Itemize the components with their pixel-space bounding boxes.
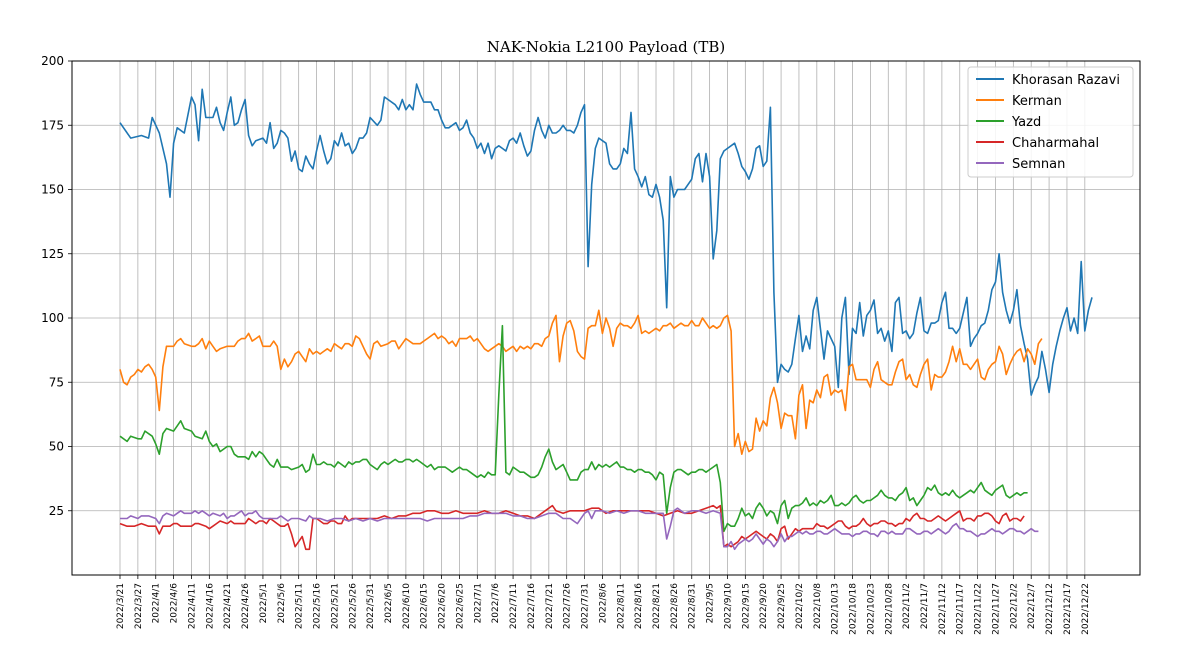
x-tick-label: 2022/4/11 [187, 583, 197, 629]
x-tick-label: 2022/8/21 [652, 583, 662, 629]
x-tick-label: 2022/12/17 [1063, 583, 1073, 635]
x-tick-label: 2022/7/21 [545, 583, 555, 629]
y-tick-label: 150 [41, 183, 64, 197]
x-tick-label: 2022/5/1 [259, 583, 269, 623]
x-tick-label: 2022/12/2 [1009, 583, 1019, 629]
x-tick-label: 2022/4/6 [170, 583, 180, 624]
y-tick-label: 175 [41, 118, 64, 132]
x-tick-label: 2022/4/21 [223, 583, 233, 629]
x-tick-label: 2022/5/26 [348, 583, 358, 629]
x-tick-label: 2022/9/5 [706, 583, 716, 623]
x-tick-label: 2022/11/17 [956, 583, 966, 635]
x-tick-label: 2022/5/21 [330, 583, 340, 629]
series-line-semnan [120, 507, 1039, 551]
x-tick-label: 2022/3/27 [134, 583, 144, 629]
x-tick-label: 2022/8/11 [616, 583, 626, 629]
y-tick-label: 25 [49, 504, 64, 518]
y-tick-label: 200 [41, 54, 64, 68]
legend-label: Yazd [1011, 115, 1041, 130]
x-tick-label: 2022/9/20 [759, 583, 769, 629]
chart-title: NAK-Nokia L2100 Payload (TB) [487, 38, 726, 56]
x-tick-label: 2022/7/31 [581, 583, 591, 629]
x-tick-label: 2022/10/8 [813, 583, 823, 629]
series-lines [119, 83, 1093, 551]
x-tick-label: 2022/8/6 [598, 583, 608, 624]
x-tick-label: 2022/9/10 [723, 583, 733, 629]
x-tick-label: 2022/5/11 [295, 583, 305, 629]
x-axis: 2022/3/21 2022/3/27 2022/4/1 2022/4/6 2022/4… [116, 575, 1091, 635]
x-tick-label: 2022/7/1 [473, 583, 483, 623]
x-tick-label: 2022/6/5 [384, 583, 394, 623]
x-tick-label: 2022/7/16 [527, 583, 537, 629]
x-tick-label: 2022/4/1 [152, 583, 162, 623]
x-tick-label: 2022/4/16 [205, 583, 215, 629]
x-tick-label: 2022/7/6 [491, 583, 501, 624]
legend-box [967, 66, 1134, 178]
x-tick-label: 2022/10/13 [831, 583, 841, 635]
x-tick-label: 2022/6/20 [438, 583, 448, 629]
x-tick-label: 2022/12/12 [1045, 583, 1055, 635]
series-line-khorasan-razavi [119, 83, 1093, 396]
x-tick-label: 2022/9/15 [741, 583, 751, 629]
x-tick-label: 2022/11/7 [920, 583, 930, 629]
x-tick-label: 2022/10/18 [849, 583, 859, 635]
series-line-chaharmahal [119, 504, 1025, 551]
x-tick-label: 2022/3/21 [116, 583, 126, 629]
x-tick-label: 2022/8/31 [688, 583, 698, 629]
y-tick-label: 125 [41, 247, 64, 261]
x-tick-label: 2022/5/31 [366, 583, 376, 629]
x-tick-label: 2022/12/7 [1027, 583, 1037, 629]
x-tick-label: 2022/6/25 [455, 583, 465, 629]
x-tick-label: 2022/7/26 [563, 583, 573, 629]
x-tick-label: 2022/11/2 [902, 583, 912, 629]
x-tick-label: 2022/11/22 [974, 583, 984, 635]
x-tick-label: 2022/8/16 [634, 583, 644, 629]
y-tick-label: 50 [49, 440, 64, 454]
x-tick-label: 2022/12/22 [1081, 583, 1091, 635]
series-line-kerman [119, 309, 1043, 455]
x-tick-label: 2022/6/15 [420, 583, 430, 629]
y-axis: 25 50 75 100 125 150 175 200 [41, 54, 72, 518]
x-tick-label: 2022/7/11 [509, 583, 519, 629]
x-tick-label: 2022/11/12 [938, 583, 948, 635]
x-tick-label: 2022/10/2 [795, 583, 805, 629]
legend: Khorasan Razavi Kerman Yazd Chaharmahal Semn… [967, 66, 1134, 178]
x-tick-label: 2022/11/27 [991, 583, 1001, 635]
series-line-yazd [119, 324, 1028, 533]
x-tick-label: 2022/10/23 [866, 583, 876, 635]
legend-label: Kerman [1012, 94, 1062, 109]
x-tick-label: 2022/5/6 [277, 583, 287, 624]
y-tick-label: 100 [41, 311, 64, 325]
y-tick-label: 75 [49, 375, 64, 389]
x-tick-label: 2022/5/16 [313, 583, 323, 629]
legend-label: Chaharmahal [1012, 136, 1099, 151]
x-tick-label: 2022/4/26 [241, 583, 251, 629]
legend-label: Semnan [1012, 157, 1065, 172]
legend-label: Khorasan Razavi [1012, 73, 1120, 88]
x-tick-label: 2022/10/28 [884, 583, 894, 635]
x-tick-label: 2022/9/25 [777, 583, 787, 629]
x-tick-label: 2022/6/10 [402, 583, 412, 629]
x-tick-label: 2022/8/26 [670, 583, 680, 629]
